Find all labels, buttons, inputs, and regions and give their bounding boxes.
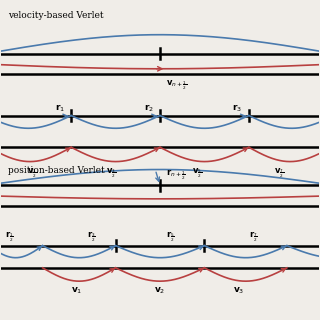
Text: $\mathbf{r}_{\frac{7}{2}}$: $\mathbf{r}_{\frac{7}{2}}$ bbox=[249, 230, 258, 244]
Text: $\mathbf{r}_{n+\frac{1}{2}}$: $\mathbf{r}_{n+\frac{1}{2}}$ bbox=[166, 168, 186, 182]
Text: position-based Verlet: position-based Verlet bbox=[8, 166, 105, 175]
Text: $\mathbf{v}_{\frac{7}{2}}$: $\mathbf{v}_{\frac{7}{2}}$ bbox=[274, 166, 284, 180]
Text: $\mathbf{v}_1$: $\mathbf{v}_1$ bbox=[71, 286, 83, 296]
Text: $\mathbf{r}_3$: $\mathbf{r}_3$ bbox=[232, 102, 243, 114]
Text: $\mathbf{r}_{\frac{5}{2}}$: $\mathbf{r}_{\frac{5}{2}}$ bbox=[166, 230, 175, 244]
Text: $\mathbf{v}_{\frac{5}{2}}$: $\mathbf{v}_{\frac{5}{2}}$ bbox=[192, 166, 202, 180]
Text: $\mathbf{r}_{\frac{3}{2}}$: $\mathbf{r}_{\frac{3}{2}}$ bbox=[87, 230, 96, 244]
Text: $\mathbf{r}_1$: $\mathbf{r}_1$ bbox=[55, 102, 65, 114]
Text: $\mathbf{v}_{\frac{3}{2}}$: $\mathbf{v}_{\frac{3}{2}}$ bbox=[106, 166, 116, 180]
Text: $\mathbf{r}_2$: $\mathbf{r}_2$ bbox=[144, 102, 154, 114]
Text: $\mathbf{r}_{\frac{1}{2}}$: $\mathbf{r}_{\frac{1}{2}}$ bbox=[4, 230, 13, 244]
Text: $\mathbf{v}_2$: $\mathbf{v}_2$ bbox=[154, 286, 165, 296]
Text: $\mathbf{v}_3$: $\mathbf{v}_3$ bbox=[233, 286, 244, 296]
Text: velocity-based Verlet: velocity-based Verlet bbox=[8, 11, 103, 20]
Text: $\mathbf{v}_{\frac{1}{2}}$: $\mathbf{v}_{\frac{1}{2}}$ bbox=[27, 166, 37, 180]
Text: $\mathbf{v}_{n+\frac{1}{2}}$: $\mathbf{v}_{n+\frac{1}{2}}$ bbox=[166, 79, 188, 92]
